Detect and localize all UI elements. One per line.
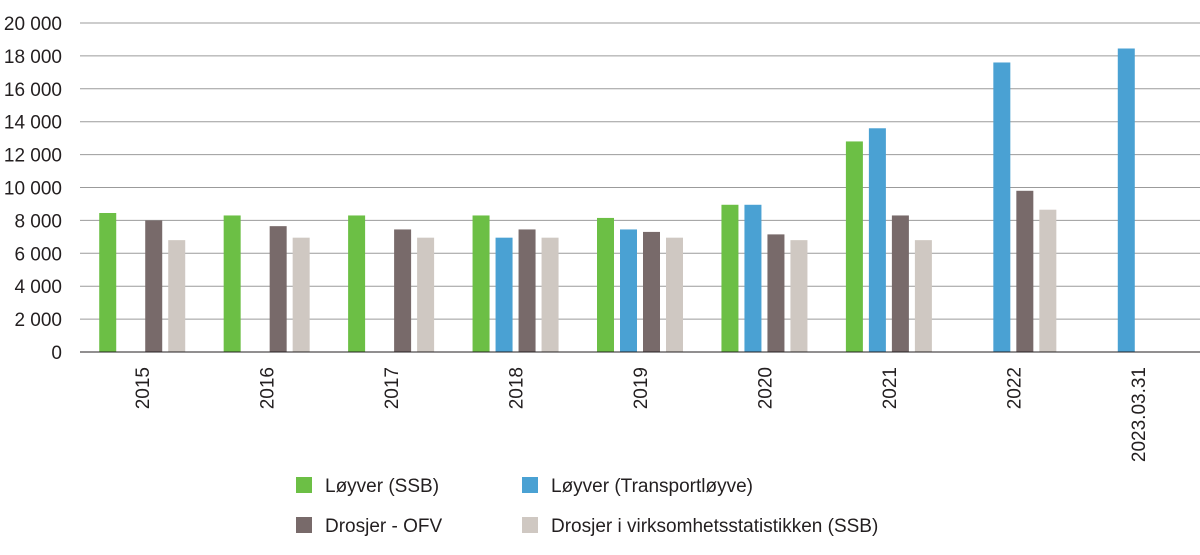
bar-2017-series-1 bbox=[348, 215, 366, 352]
x-tick-label: 2017 bbox=[382, 367, 403, 409]
x-tick-label: 2016 bbox=[258, 367, 279, 409]
bar-2015-series-4 bbox=[168, 240, 186, 352]
bar-2018-series-1 bbox=[472, 215, 490, 352]
x-tick-label: 2021 bbox=[880, 367, 901, 409]
bar-2018-series-2 bbox=[495, 237, 513, 352]
bar-2022-series-3 bbox=[1016, 190, 1034, 352]
legend-swatch bbox=[296, 517, 312, 533]
bar-2022-series-2 bbox=[993, 62, 1011, 352]
legend-label: Drosjer - OFV bbox=[325, 516, 443, 537]
bar-2022-series-4 bbox=[1039, 209, 1057, 352]
legend: Løyver (SSB) Løyver (Transportløyve) Drosj… bbox=[296, 476, 878, 537]
bar-2021-series-3 bbox=[891, 215, 909, 352]
y-tick-label: 8 000 bbox=[14, 211, 62, 232]
bar-2020-series-2 bbox=[744, 204, 762, 352]
bar-2016-series-3 bbox=[269, 226, 287, 352]
legend-label: Løyver (Transportløyve) bbox=[551, 476, 753, 497]
bar-2019-series-3 bbox=[643, 231, 660, 352]
bar-2019-series-4 bbox=[666, 237, 683, 352]
y-axis-ticks: 0 2 000 4 000 6 000 8 000 10 000 12 000 14 000 1… bbox=[4, 14, 62, 364]
legend-swatch bbox=[296, 477, 312, 493]
bar-2018-series-3 bbox=[518, 229, 536, 352]
y-tick-label: 18 000 bbox=[4, 47, 62, 68]
legend-swatch bbox=[522, 477, 538, 493]
y-tick-label: 2 000 bbox=[14, 310, 62, 331]
x-tick-label: 2019 bbox=[631, 367, 652, 409]
x-tick-label: 2020 bbox=[755, 367, 776, 409]
bar-2016-series-1 bbox=[223, 215, 241, 352]
y-tick-label: 20 000 bbox=[4, 14, 62, 35]
bars bbox=[99, 48, 1135, 353]
y-tick-label: 0 bbox=[51, 343, 62, 364]
bar-2015-series-3 bbox=[145, 220, 163, 352]
x-tick-label: 2015 bbox=[133, 367, 154, 409]
y-tick-label: 14 000 bbox=[4, 113, 62, 134]
x-tick-label: 2018 bbox=[507, 367, 528, 409]
x-axis-ticks: 2015 2016 2017 2018 2019 2020 2021 2022 2023.03.… bbox=[133, 367, 1150, 462]
y-tick-label: 12 000 bbox=[4, 146, 62, 167]
bar-2015-series-1 bbox=[99, 212, 117, 352]
bar-2017-series-3 bbox=[394, 229, 412, 352]
bar-2019-series-1 bbox=[597, 217, 614, 352]
legend-label: Løyver (SSB) bbox=[325, 476, 439, 497]
legend-label: Drosjer i virksomhetsstatistikken (SSB) bbox=[551, 516, 878, 537]
y-tick-label: 10 000 bbox=[4, 179, 62, 200]
bar-2021-series-4 bbox=[914, 240, 932, 352]
bar-2019-series-2 bbox=[620, 229, 637, 352]
y-tick-label: 6 000 bbox=[14, 244, 62, 265]
bar-2020-series-4 bbox=[790, 240, 808, 352]
bar-2021-series-1 bbox=[845, 141, 863, 352]
y-tick-label: 16 000 bbox=[4, 80, 62, 101]
bar-2020-series-3 bbox=[767, 234, 785, 352]
bar-2016-series-4 bbox=[292, 237, 310, 352]
bar-2023-03-31-series-2 bbox=[1117, 48, 1135, 353]
y-tick-label: 4 000 bbox=[14, 277, 62, 298]
gridlines bbox=[80, 22, 1200, 320]
legend-swatch bbox=[522, 517, 538, 533]
bar-2020-series-1 bbox=[721, 204, 739, 352]
x-tick-label: 2023.03.31 bbox=[1129, 367, 1150, 462]
bar-2017-series-4 bbox=[417, 237, 435, 352]
bar-2021-series-2 bbox=[868, 128, 886, 352]
x-tick-label: 2022 bbox=[1004, 367, 1025, 409]
bar-2018-series-4 bbox=[541, 237, 559, 352]
